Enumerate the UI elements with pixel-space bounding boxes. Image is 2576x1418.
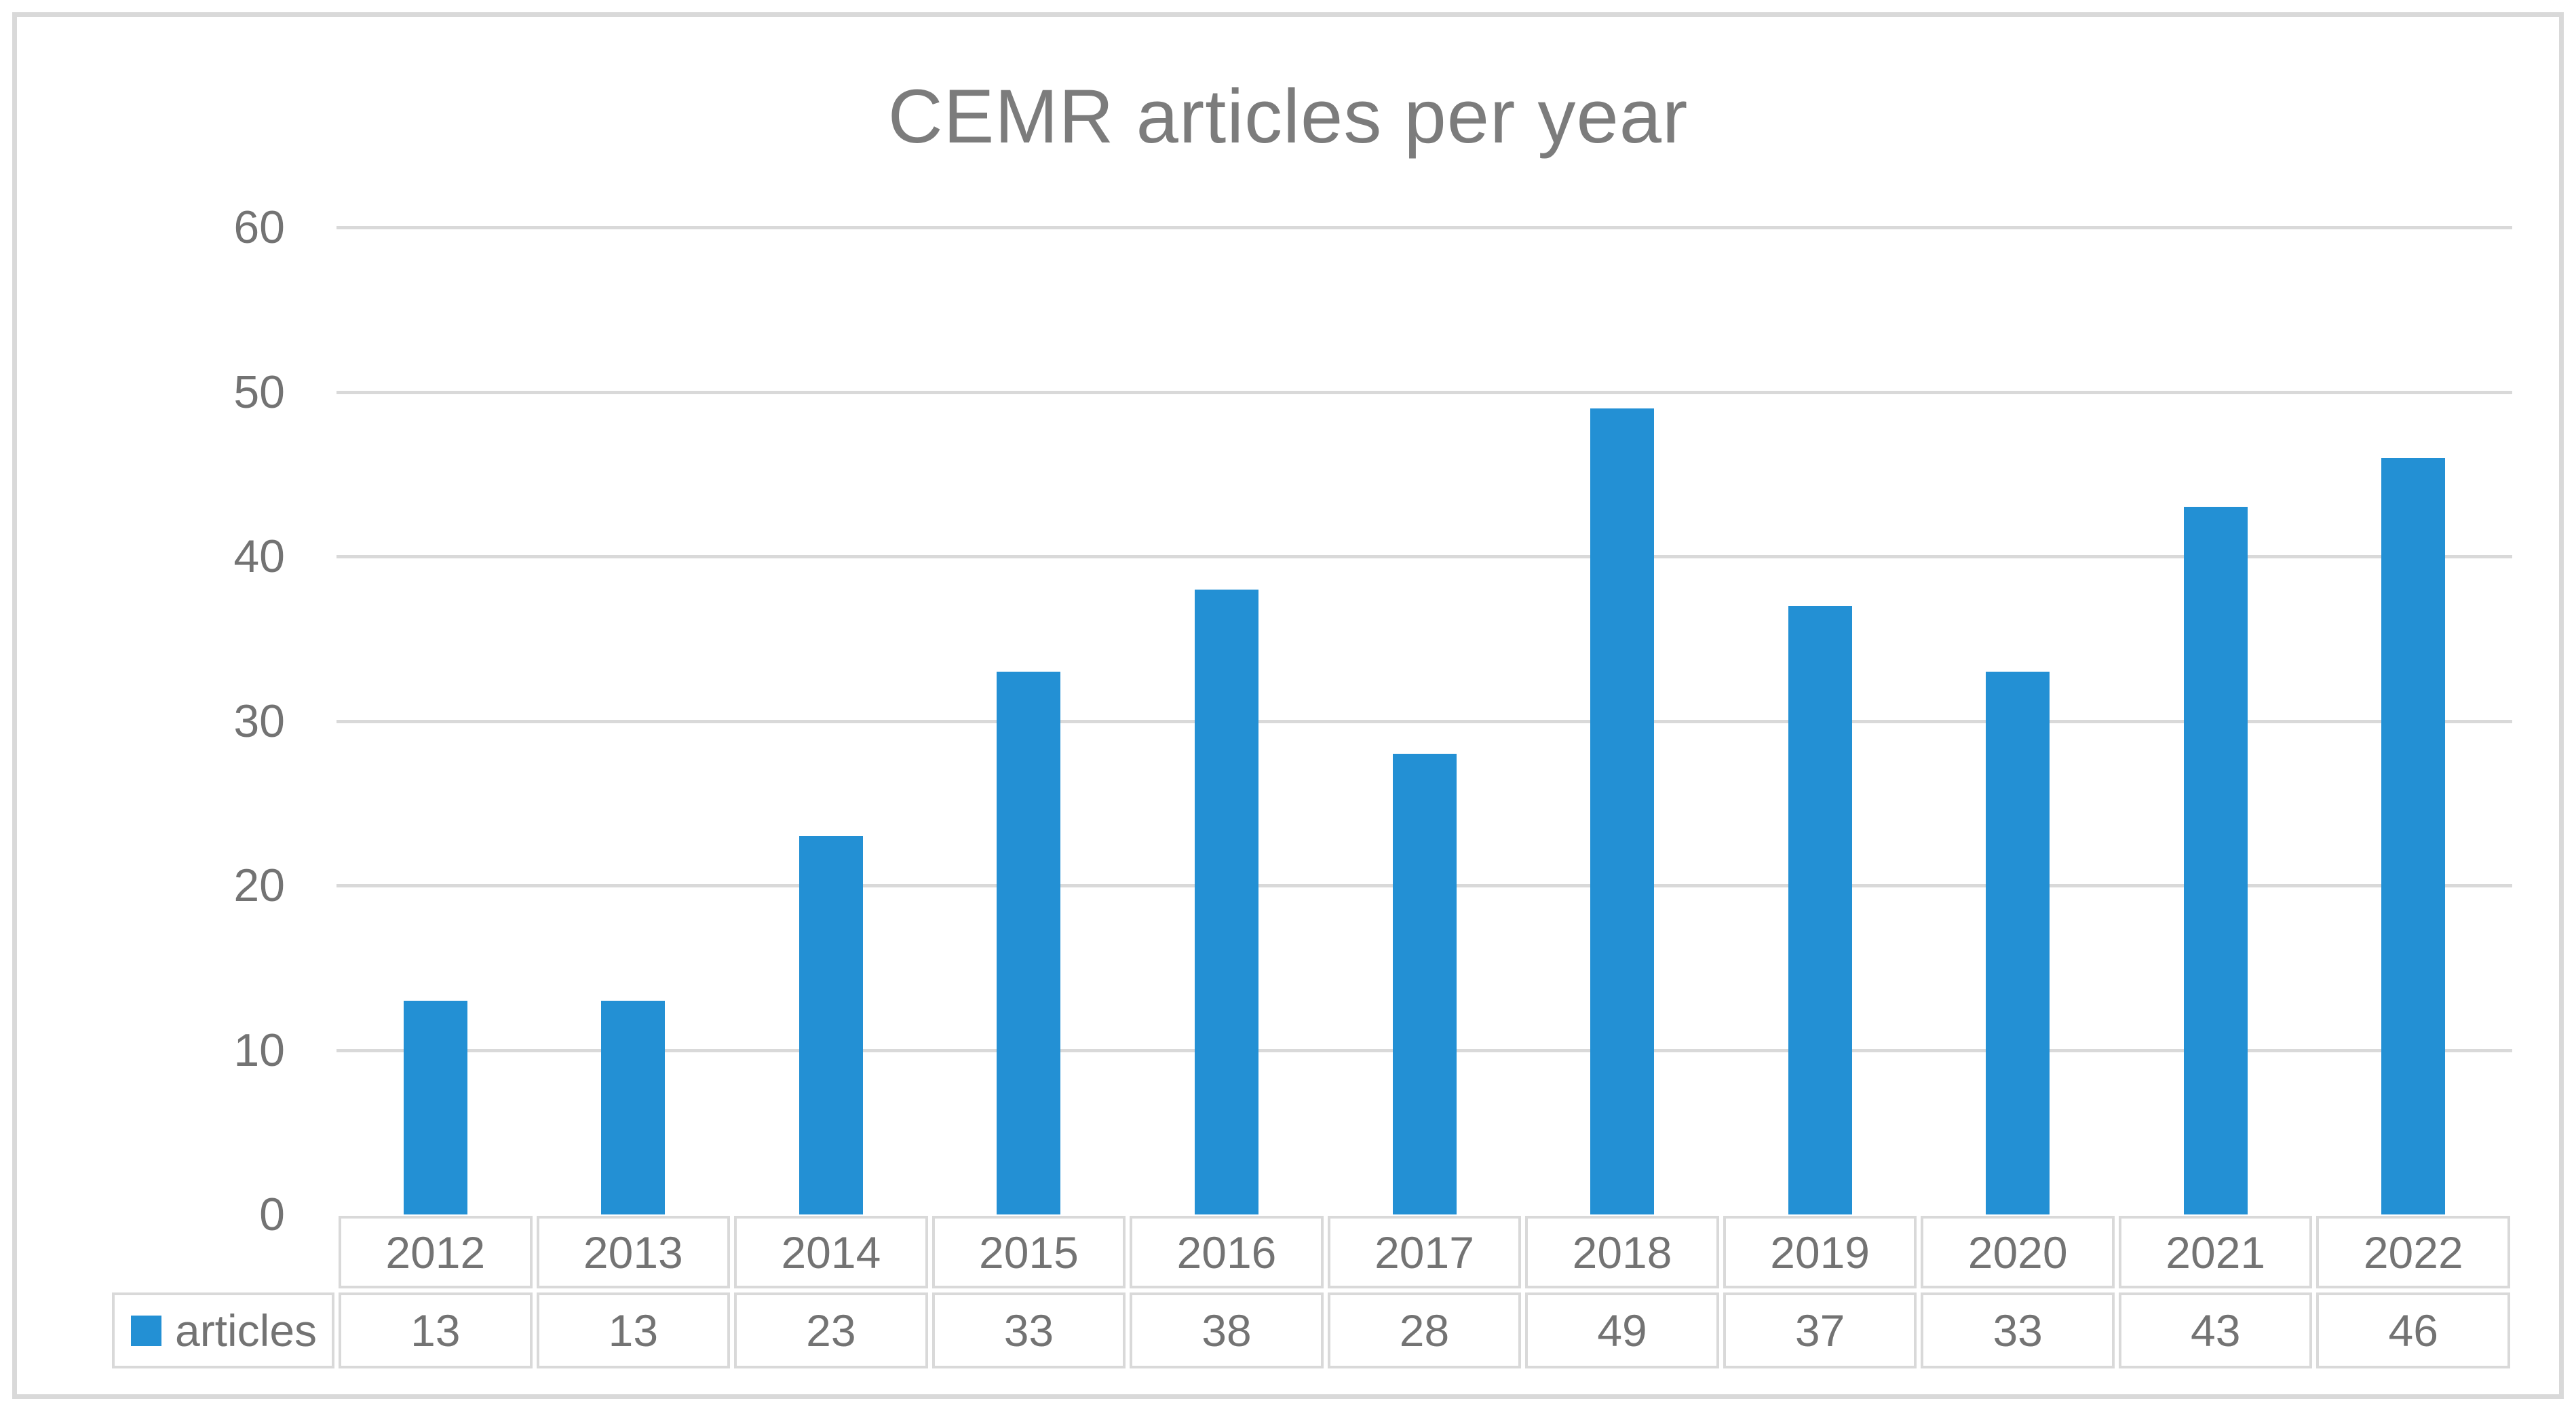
gridline-50 — [337, 390, 2512, 394]
gridline-60 — [337, 226, 2512, 229]
table-year-cell-2015: 2015 — [931, 1216, 1126, 1288]
table-year-cell-2013: 2013 — [536, 1216, 731, 1288]
table-year-cell-2021: 2021 — [2118, 1216, 2313, 1288]
bar-2012 — [403, 1000, 467, 1214]
table-year-cell-2014: 2014 — [734, 1216, 928, 1288]
bar-2017 — [1392, 754, 1457, 1214]
bar-2019 — [1788, 605, 1852, 1214]
table-value-cell-2020: 33 — [1921, 1292, 2115, 1368]
table-value-cell-2017: 28 — [1327, 1292, 1522, 1368]
table-year-cell-2016: 2016 — [1130, 1216, 1324, 1288]
y-tick-label-60: 60 — [233, 202, 285, 253]
legend-cell: articles — [112, 1292, 334, 1368]
bar-2020 — [1986, 671, 2050, 1214]
table-year-cell-2018: 2018 — [1525, 1216, 1719, 1288]
table-value-cell-2022: 46 — [2316, 1292, 2511, 1368]
table-value-cell-2021: 43 — [2118, 1292, 2313, 1368]
y-tick-label-40: 40 — [233, 531, 285, 582]
y-tick-label-0: 0 — [259, 1189, 285, 1240]
table-years-row: 2012 2013 2014 2015 2016 2017 2018 2019 2020 2021… — [110, 1214, 2512, 1290]
table-value-cell-2013: 13 — [536, 1292, 731, 1368]
legend-label: articles — [175, 1305, 318, 1356]
gridline-30 — [337, 719, 2512, 723]
y-tick-label-20: 20 — [233, 860, 285, 911]
bar-2018 — [1590, 408, 1655, 1214]
bar-2016 — [1194, 589, 1258, 1214]
chart-title: CEMR articles per year — [887, 74, 1689, 159]
table-year-cell-2022: 2022 — [2316, 1216, 2511, 1288]
legend-swatch-icon — [131, 1315, 161, 1346]
table-value-cell-2016: 38 — [1130, 1292, 1324, 1368]
table-values-row: articles 13 13 23 33 38 28 49 37 33 43 46 — [110, 1290, 2512, 1371]
gridline-40 — [337, 555, 2512, 558]
bar-2013 — [601, 1000, 666, 1214]
table-year-cell-2017: 2017 — [1327, 1216, 1522, 1288]
bar-2022 — [2381, 457, 2446, 1214]
table-value-cell-2015: 33 — [931, 1292, 1126, 1368]
bar-2014 — [799, 836, 863, 1214]
bar-2021 — [2183, 507, 2248, 1214]
table-value-cell-2018: 49 — [1525, 1292, 1719, 1368]
table-corner-spacer — [112, 1216, 334, 1288]
table-year-cell-2012: 2012 — [339, 1216, 533, 1288]
table-value-cell-2019: 37 — [1723, 1292, 1917, 1368]
table-value-cell-2012: 13 — [339, 1292, 533, 1368]
y-tick-label-10: 10 — [233, 1024, 285, 1076]
table-year-cell-2020: 2020 — [1921, 1216, 2115, 1288]
y-tick-label-30: 30 — [233, 695, 285, 747]
y-tick-label-50: 50 — [233, 366, 285, 418]
bar-2015 — [997, 671, 1061, 1214]
table-value-cell-2014: 23 — [734, 1292, 928, 1368]
table-year-cell-2019: 2019 — [1723, 1216, 1917, 1288]
